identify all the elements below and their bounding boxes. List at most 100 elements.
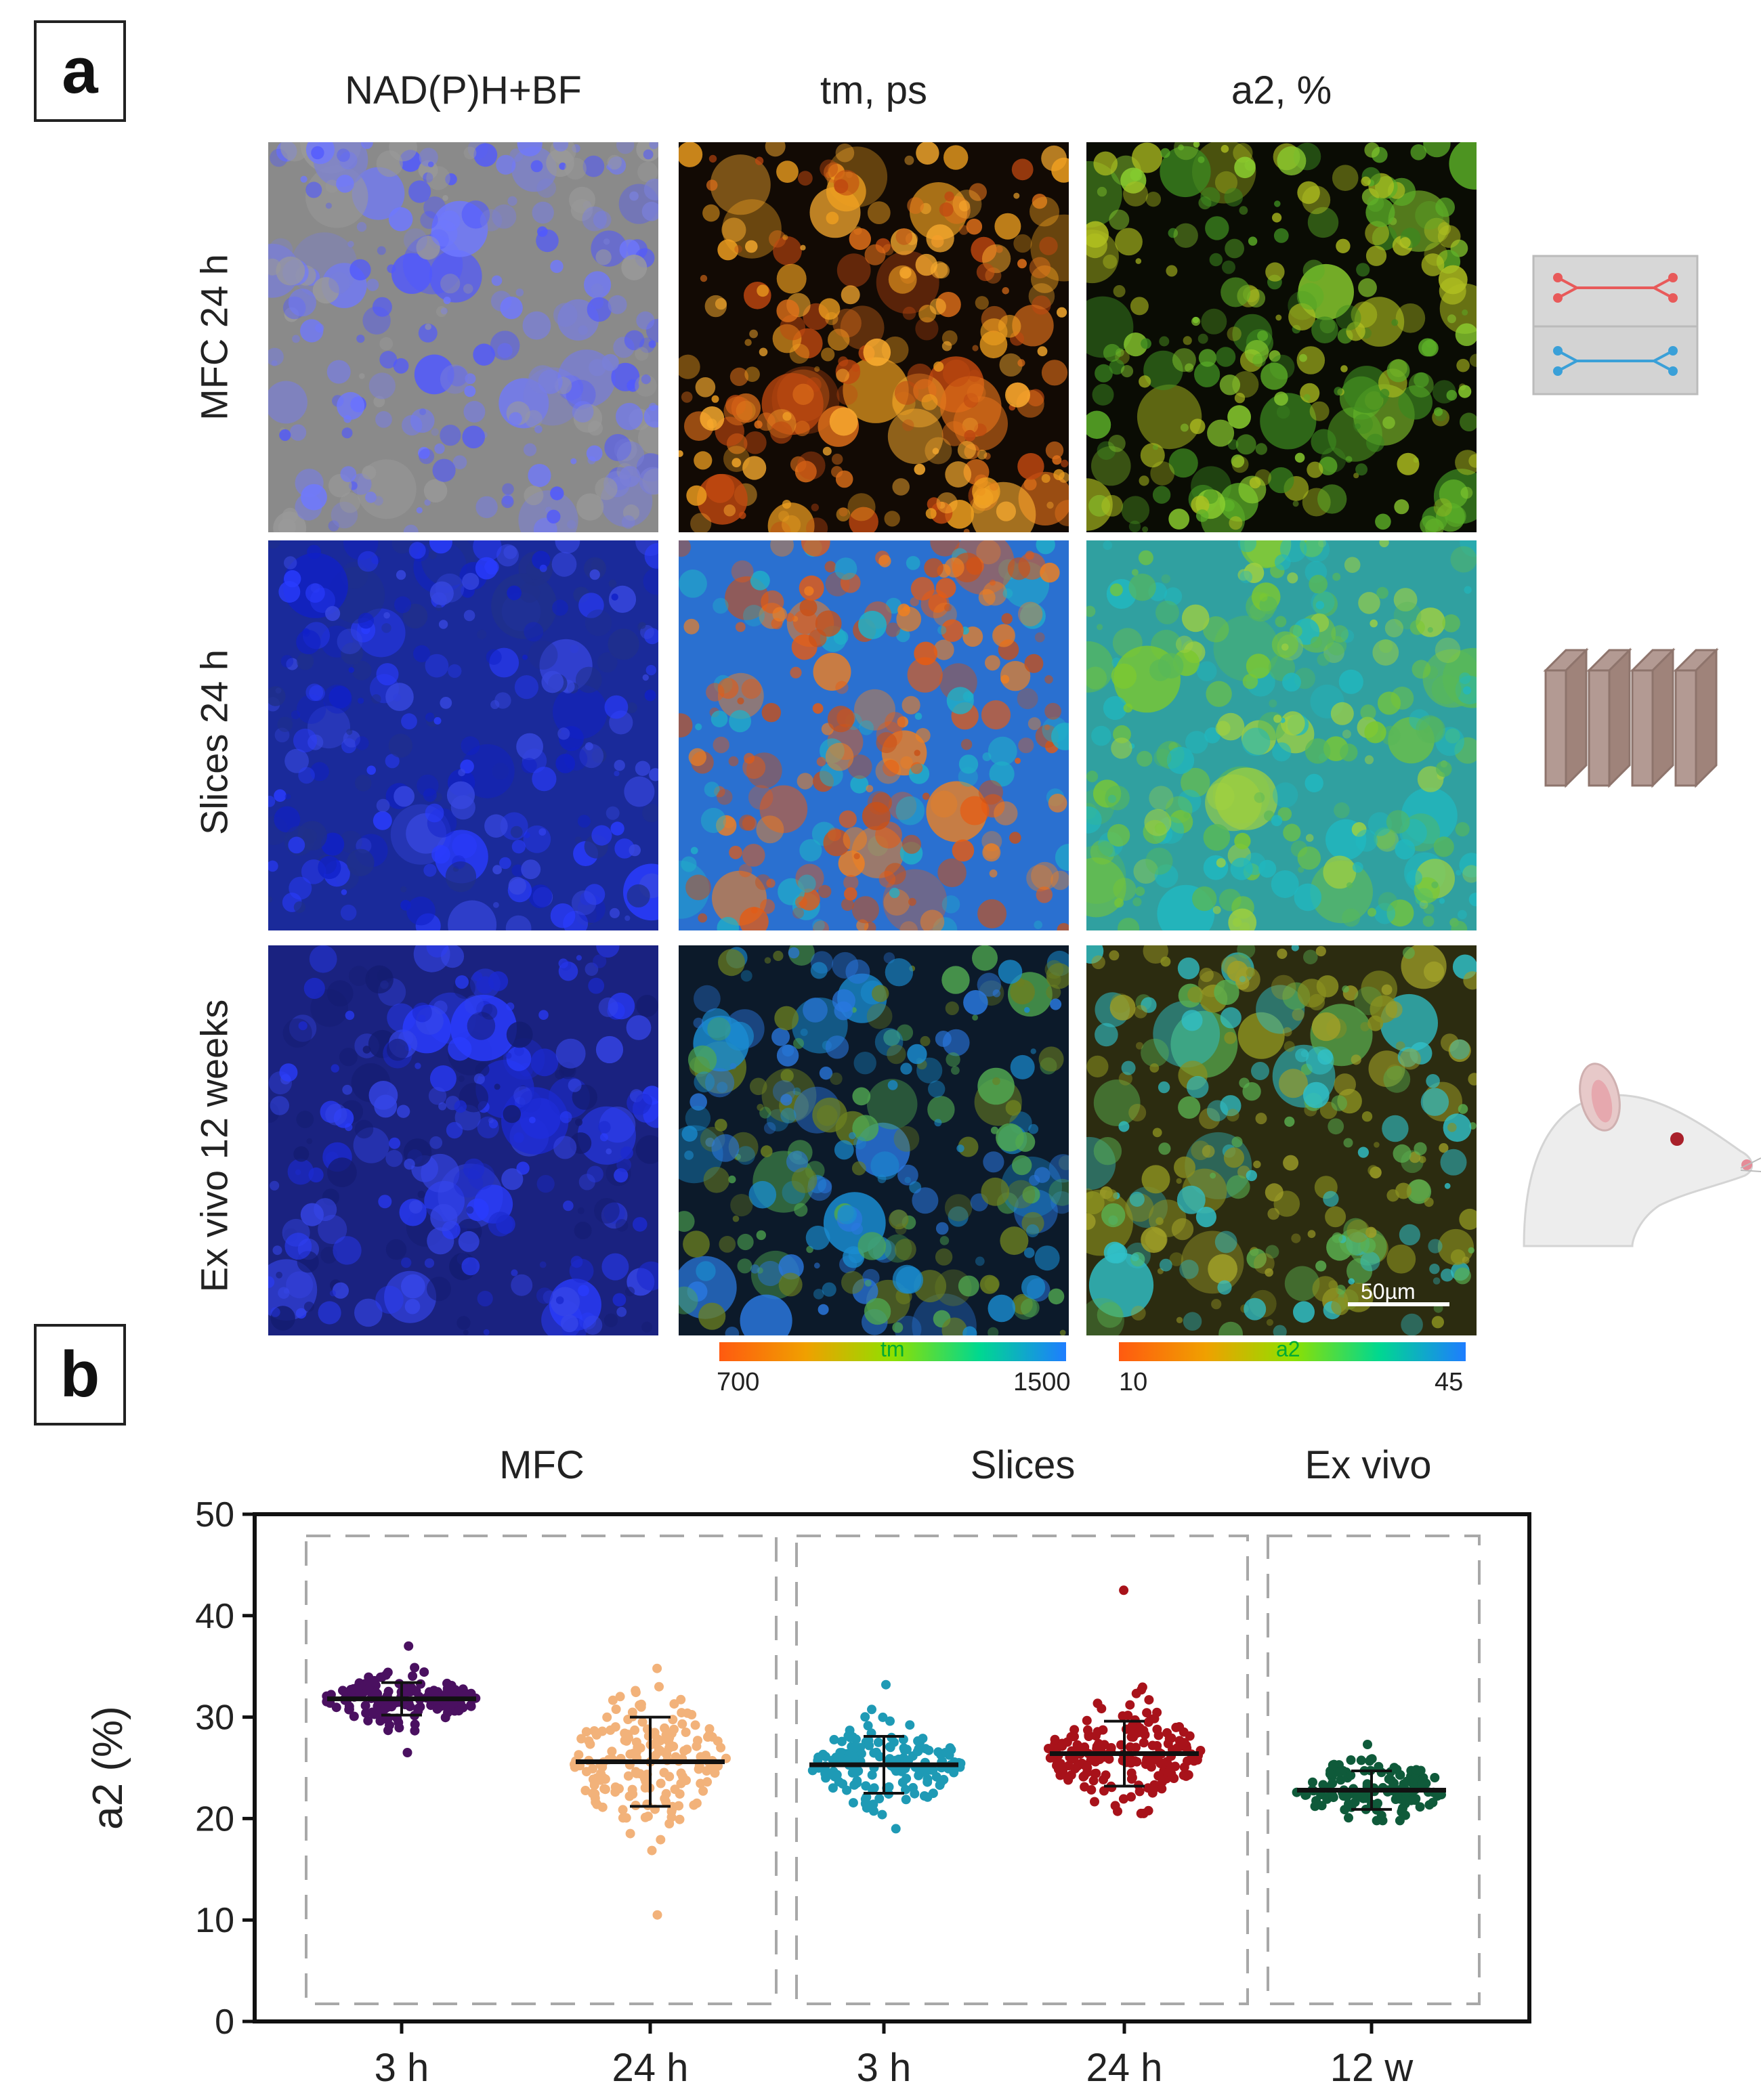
data-point (618, 1805, 628, 1815)
y-tick-label: 10 (195, 1901, 234, 1940)
data-point (1082, 1715, 1092, 1726)
data-point (615, 1692, 625, 1702)
data-point (364, 1684, 374, 1694)
data-point (652, 1663, 662, 1673)
data-point (383, 1686, 394, 1696)
data-point (607, 1747, 617, 1757)
micrograph-r1-c3 (1086, 142, 1477, 532)
data-point (1335, 1767, 1344, 1777)
data-point (429, 1686, 439, 1696)
data-point (1062, 1772, 1072, 1782)
data-point (1092, 1698, 1103, 1709)
data-point (585, 1739, 595, 1749)
data-point (647, 1845, 657, 1856)
data-point (1072, 1740, 1082, 1750)
rat-head-icon (1523, 1063, 1761, 1247)
x-tick-label: 12 w (1330, 2046, 1414, 2090)
data-point (581, 1727, 591, 1737)
data-point (1400, 1810, 1410, 1820)
data-point (1090, 1731, 1101, 1741)
colorbar-tm-max: 1500 (1013, 1368, 1071, 1396)
y-tick-label: 20 (195, 1799, 234, 1839)
data-point (917, 1765, 927, 1776)
data-point (1134, 1786, 1145, 1797)
data-point (570, 1762, 580, 1772)
data-point (867, 1705, 876, 1715)
data-point (1412, 1765, 1422, 1775)
data-point (611, 1705, 621, 1714)
data-point (845, 1732, 855, 1742)
data-point (829, 1734, 839, 1744)
data-point (944, 1750, 954, 1760)
data-point (404, 1641, 414, 1651)
data-point (828, 1783, 838, 1793)
data-point (394, 1723, 404, 1733)
colorbar-a2-name: a2 (1276, 1337, 1300, 1361)
data-point (901, 1774, 912, 1784)
group-box-3 (1267, 1535, 1481, 2005)
data-point (344, 1702, 354, 1711)
data-point (842, 1785, 852, 1795)
data-point (1073, 1761, 1082, 1771)
data-point (383, 1667, 393, 1677)
data-point (1053, 1764, 1063, 1774)
data-point (383, 1702, 394, 1712)
data-point (1082, 1762, 1092, 1772)
column-header-a2: a2, % (1231, 68, 1332, 112)
data-point (1329, 1759, 1339, 1770)
data-point (1095, 1755, 1105, 1764)
y-tick-label: 40 (195, 1597, 234, 1636)
data-point (681, 1728, 691, 1737)
data-point (928, 1788, 938, 1799)
data-point (660, 1793, 670, 1803)
data-point (837, 1736, 847, 1747)
data-point (1057, 1741, 1067, 1751)
data-point (693, 1736, 702, 1746)
data-point (363, 1715, 373, 1726)
data-point (1389, 1778, 1399, 1788)
data-point (676, 1768, 686, 1778)
data-point (1069, 1725, 1080, 1735)
data-point (641, 1776, 651, 1786)
data-point (659, 1767, 669, 1778)
data-point (419, 1667, 429, 1677)
data-point (408, 1671, 418, 1681)
data-point (1110, 1801, 1120, 1811)
data-point (1356, 1755, 1366, 1765)
data-point (1174, 1722, 1185, 1732)
data-point (375, 1716, 385, 1726)
data-point (885, 1742, 895, 1752)
data-point (576, 1734, 587, 1744)
data-point (822, 1767, 832, 1778)
data-point (873, 1737, 883, 1747)
data-point (349, 1684, 358, 1694)
data-point (698, 1786, 708, 1796)
data-point (1143, 1805, 1153, 1816)
data-point (935, 1780, 945, 1791)
data-point (891, 1824, 901, 1834)
data-point (443, 1707, 452, 1717)
data-point (871, 1747, 881, 1757)
group-label-slices: Slices (970, 1443, 1076, 1487)
data-point (590, 1789, 600, 1799)
data-point (1126, 1758, 1136, 1768)
plot-frame (253, 1512, 1531, 2023)
data-point (682, 1744, 692, 1755)
data-point (704, 1724, 715, 1734)
data-point (1378, 1816, 1388, 1826)
data-point (1083, 1725, 1092, 1735)
data-point (630, 1725, 640, 1735)
data-point (1086, 1785, 1097, 1795)
data-point (664, 1819, 675, 1828)
data-point (1363, 1740, 1372, 1749)
data-point (597, 1802, 608, 1812)
colorbar-a2-max: 45 (1435, 1368, 1464, 1396)
data-point (1166, 1769, 1176, 1779)
data-point (1346, 1770, 1356, 1780)
data-point (623, 1771, 633, 1781)
group-label-exvivo: Ex vivo (1304, 1443, 1432, 1487)
data-point (1344, 1813, 1353, 1823)
data-point (614, 1784, 624, 1794)
y-tick-label: 50 (195, 1495, 234, 1535)
